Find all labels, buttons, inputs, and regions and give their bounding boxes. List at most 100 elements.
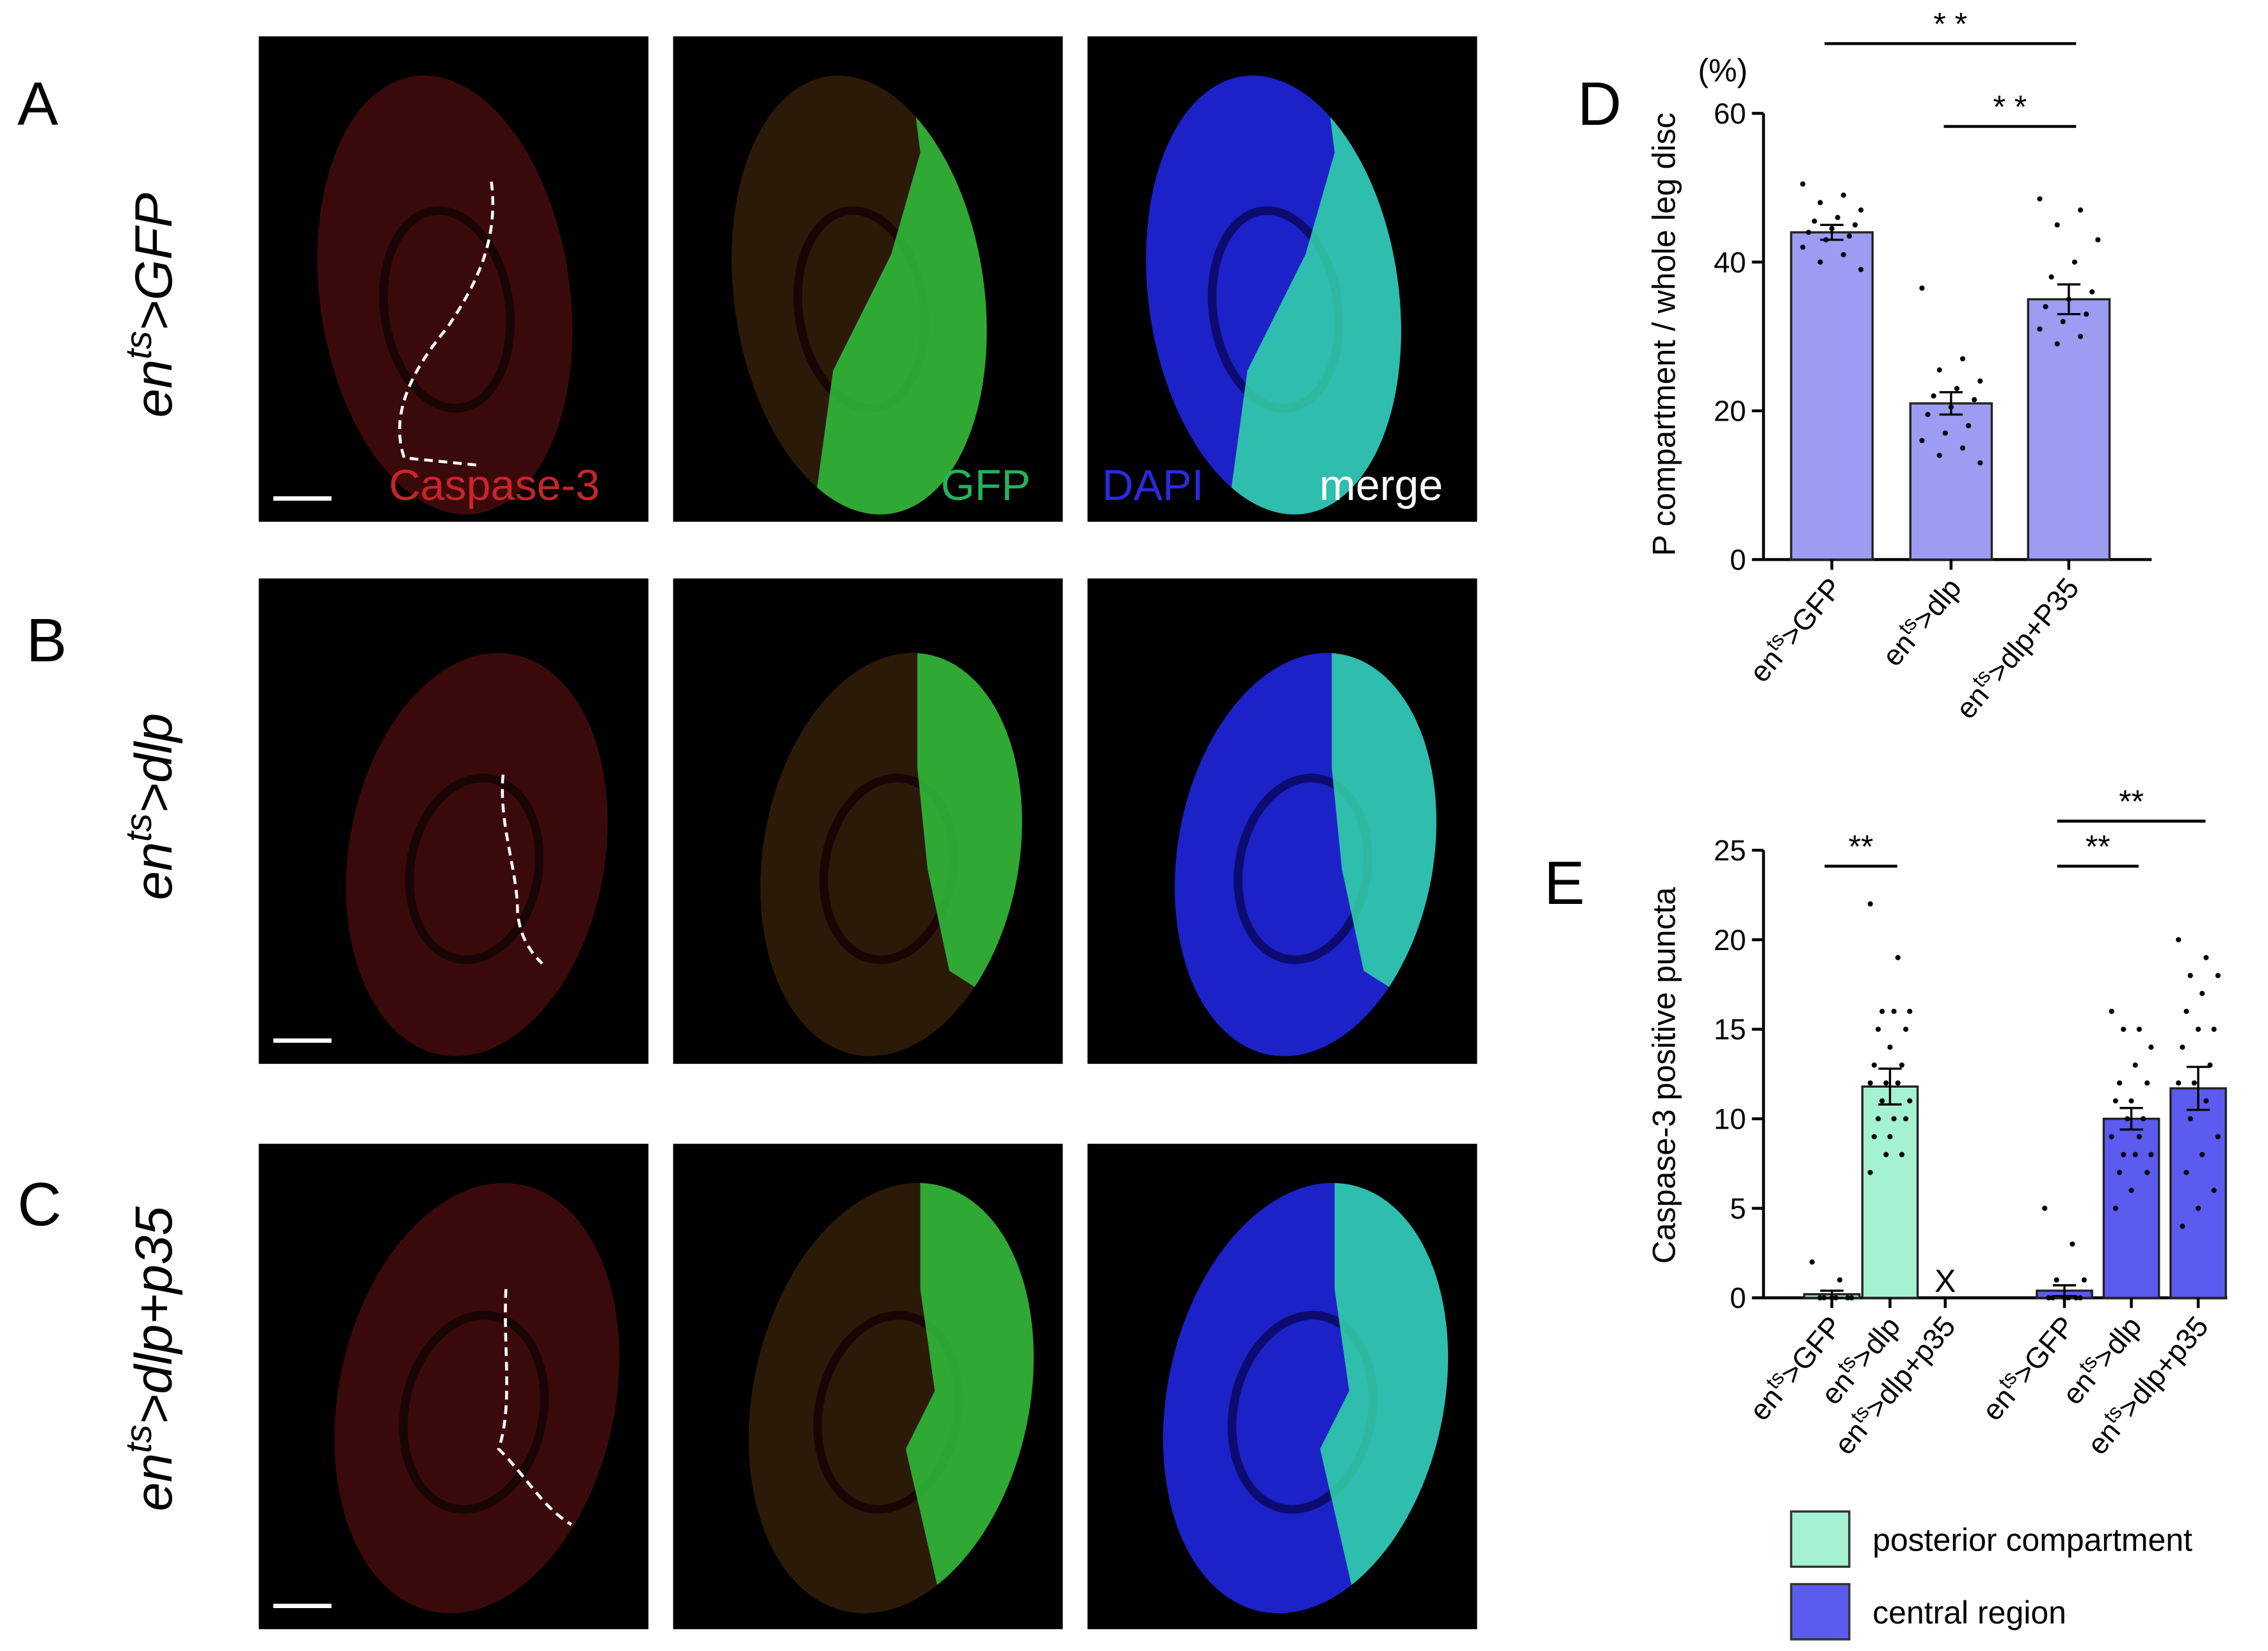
label-superscript: ts bbox=[118, 331, 159, 360]
micrograph bbox=[1087, 578, 1477, 1073]
data-point bbox=[1895, 1080, 1901, 1086]
data-point bbox=[2042, 1205, 2048, 1211]
significance-label: ** bbox=[2086, 828, 2111, 864]
bar bbox=[2027, 298, 2111, 561]
data-point bbox=[1972, 397, 1977, 403]
micrograph bbox=[259, 36, 648, 522]
y-axis-label: Caspase-3 positive puncta bbox=[1646, 887, 1682, 1264]
micrograph bbox=[673, 36, 1063, 531]
data-point bbox=[1845, 1295, 1851, 1301]
data-point bbox=[2176, 937, 2182, 943]
data-point bbox=[2109, 1134, 2114, 1140]
data-point bbox=[1875, 1026, 1881, 1032]
data-point bbox=[1812, 218, 1817, 224]
data-point bbox=[1867, 1080, 1873, 1086]
label-superscript: ts bbox=[118, 1424, 159, 1453]
data-point bbox=[1966, 423, 1972, 429]
gfp-region bbox=[1225, 58, 1428, 531]
tissue bbox=[317, 76, 573, 515]
label-rest: >GFP bbox=[125, 193, 183, 331]
data-point bbox=[1817, 200, 1823, 205]
data-point bbox=[1887, 1134, 1893, 1140]
error-bar bbox=[2052, 1284, 2077, 1298]
data-point bbox=[2037, 326, 2043, 332]
label-rest: >dlp+P35 bbox=[1981, 572, 2086, 688]
data-point bbox=[2077, 207, 2084, 213]
data-point bbox=[2144, 1080, 2150, 1086]
data-point bbox=[2095, 237, 2101, 243]
panel-label: E bbox=[1544, 850, 1585, 917]
label-base: en bbox=[125, 359, 183, 417]
data-point bbox=[1849, 1295, 1854, 1301]
tissue-ring bbox=[399, 1310, 549, 1514]
data-point bbox=[2184, 1170, 2189, 1175]
data-point bbox=[1871, 1134, 1877, 1140]
data-point bbox=[2048, 274, 2054, 280]
boundary-dash bbox=[497, 1289, 572, 1526]
data-point bbox=[2180, 1223, 2185, 1229]
bar bbox=[1790, 231, 1874, 561]
data-point bbox=[2140, 1116, 2146, 1122]
boundary-dash bbox=[398, 181, 495, 467]
x-tick-label: ents>GFP bbox=[1973, 1308, 2081, 1427]
y-tick-label: 0 bbox=[1730, 544, 1746, 576]
data-point bbox=[1883, 1152, 1889, 1157]
genotype-label: ents>GFP bbox=[118, 193, 183, 417]
significance-label: ** bbox=[1849, 828, 1874, 864]
data-point bbox=[2054, 1277, 2059, 1283]
micrograph bbox=[259, 578, 648, 1064]
data-point bbox=[2112, 1098, 2118, 1104]
label-superscript: ts bbox=[118, 814, 159, 842]
data-point bbox=[1817, 1295, 1823, 1301]
data-point bbox=[1931, 393, 1936, 399]
panel-label: C bbox=[17, 1171, 61, 1239]
error-bar bbox=[1939, 391, 1963, 416]
data-point bbox=[1907, 1098, 1913, 1104]
y-tick-label: 25 bbox=[1714, 834, 1746, 867]
channel-label: merge bbox=[1319, 461, 1443, 510]
panel-label: D bbox=[1577, 70, 1621, 138]
error-bar bbox=[1820, 223, 1844, 241]
data-point bbox=[1919, 438, 1925, 444]
label-base: en bbox=[125, 842, 183, 900]
micrograph bbox=[1087, 36, 1477, 531]
data-point bbox=[1867, 901, 1873, 907]
data-point bbox=[1903, 1116, 1909, 1122]
error-bar bbox=[2057, 283, 2081, 316]
y-tick-label: 15 bbox=[1714, 1013, 1746, 1046]
y-tick-label: 10 bbox=[1714, 1103, 1746, 1136]
data-point bbox=[2215, 1134, 2221, 1140]
micrograph bbox=[1087, 1143, 1486, 1638]
data-point bbox=[1887, 1044, 1893, 1050]
data-point bbox=[1858, 266, 1864, 273]
y-axis-label: P compartment / whole leg disc bbox=[1646, 113, 1682, 556]
error-bar bbox=[2186, 1065, 2210, 1111]
data-point bbox=[2184, 1008, 2189, 1014]
y-unit: (%) bbox=[1698, 52, 1748, 88]
data-point bbox=[2200, 1152, 2205, 1157]
data-point bbox=[2116, 1170, 2123, 1175]
data-point bbox=[1879, 1098, 1885, 1104]
data-point bbox=[2144, 1170, 2150, 1175]
data-point bbox=[2116, 1080, 2123, 1086]
data-point bbox=[2191, 1080, 2197, 1086]
data-point bbox=[1852, 222, 1858, 228]
x-tick-label: ents>dlp bbox=[1873, 569, 1968, 672]
channel-label: DAPI bbox=[1102, 461, 1204, 510]
panel-label: A bbox=[17, 70, 58, 138]
data-point bbox=[2121, 1026, 2127, 1032]
data-point bbox=[1891, 1116, 1897, 1122]
significance-label: * * bbox=[1993, 89, 2027, 125]
panel-label: B bbox=[26, 607, 67, 675]
data-point bbox=[2112, 1205, 2118, 1211]
data-point bbox=[2128, 1188, 2134, 1193]
data-point bbox=[2215, 972, 2221, 978]
data-point bbox=[1925, 412, 1931, 417]
data-point bbox=[2071, 259, 2078, 265]
micrograph bbox=[259, 1143, 648, 1629]
data-point bbox=[2148, 1152, 2154, 1157]
data-point bbox=[2132, 1152, 2138, 1157]
significance-label: ** bbox=[2119, 784, 2144, 819]
legend-swatch bbox=[1790, 1583, 1851, 1641]
data-point bbox=[2211, 1188, 2217, 1193]
